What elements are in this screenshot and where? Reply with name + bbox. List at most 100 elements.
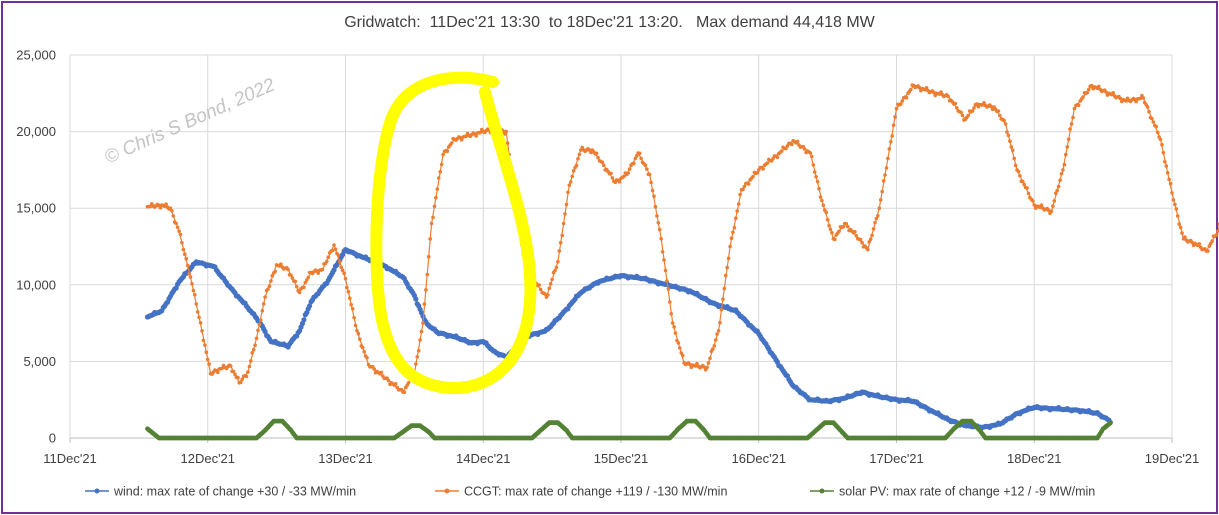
data-point bbox=[187, 272, 191, 276]
data-point bbox=[244, 374, 249, 379]
data-point bbox=[626, 171, 630, 175]
data-point bbox=[1022, 182, 1026, 187]
data-point bbox=[543, 292, 547, 296]
data-point bbox=[259, 318, 263, 323]
data-point bbox=[1010, 148, 1015, 152]
data-point bbox=[352, 315, 356, 320]
data-point bbox=[320, 267, 325, 272]
data-point bbox=[1197, 242, 1202, 246]
x-tick-label: 19Dec'21 bbox=[1145, 451, 1200, 466]
data-point bbox=[775, 155, 780, 160]
data-point bbox=[695, 361, 699, 366]
data-point bbox=[1081, 95, 1085, 99]
data-point bbox=[251, 347, 256, 352]
data-point bbox=[425, 272, 430, 277]
data-point bbox=[1008, 139, 1012, 143]
data-point bbox=[1155, 130, 1160, 135]
data-point bbox=[257, 322, 262, 327]
data-point bbox=[353, 323, 358, 328]
data-point bbox=[713, 338, 718, 342]
data-point bbox=[435, 187, 440, 191]
x-tick-label: 14Dec'21 bbox=[456, 451, 511, 466]
data-point bbox=[418, 338, 422, 342]
y-tick-label: 5,000 bbox=[23, 354, 56, 369]
data-point bbox=[439, 162, 444, 167]
data-point bbox=[345, 285, 349, 290]
data-point bbox=[441, 152, 445, 157]
data-point bbox=[331, 267, 337, 273]
data-point bbox=[560, 233, 564, 238]
data-point bbox=[194, 302, 199, 306]
data-point bbox=[449, 141, 454, 145]
data-point bbox=[1069, 122, 1074, 126]
data-point bbox=[596, 155, 600, 160]
data-point bbox=[505, 141, 510, 145]
data-point bbox=[716, 329, 721, 333]
data-point bbox=[195, 310, 200, 314]
data-point bbox=[360, 345, 365, 350]
data-point bbox=[1158, 137, 1163, 142]
data-point bbox=[558, 240, 563, 245]
legend-label: CCGT: max rate of change +119 / -130 MW/… bbox=[464, 485, 727, 499]
data-point bbox=[1210, 239, 1214, 243]
data-point bbox=[884, 166, 889, 170]
data-point bbox=[1076, 103, 1081, 108]
data-point bbox=[656, 221, 661, 225]
data-point bbox=[561, 221, 566, 226]
data-point bbox=[909, 87, 913, 92]
data-point bbox=[874, 216, 879, 221]
data-point bbox=[416, 349, 421, 353]
data-point bbox=[736, 202, 741, 206]
data-point bbox=[355, 329, 359, 333]
data-point bbox=[239, 380, 243, 385]
data-point bbox=[233, 372, 237, 377]
data-point bbox=[1005, 130, 1009, 134]
data-point bbox=[247, 364, 252, 369]
data-point bbox=[424, 288, 428, 292]
data-point bbox=[546, 293, 550, 297]
data-point bbox=[666, 287, 671, 291]
data-point bbox=[955, 106, 959, 110]
data-point bbox=[1154, 124, 1158, 129]
data-point bbox=[924, 86, 929, 90]
data-point bbox=[279, 262, 283, 267]
data-point bbox=[293, 279, 298, 284]
data-point bbox=[1170, 191, 1174, 195]
data-point bbox=[1068, 127, 1072, 131]
data-point bbox=[437, 176, 441, 180]
data-point bbox=[1160, 142, 1164, 147]
data-point bbox=[602, 163, 606, 168]
data-point bbox=[632, 161, 636, 166]
data-point bbox=[959, 110, 963, 115]
data-point bbox=[1006, 133, 1011, 138]
data-point bbox=[538, 287, 543, 292]
data-point bbox=[200, 329, 204, 333]
data-point bbox=[207, 362, 211, 366]
data-point bbox=[761, 167, 765, 171]
data-point bbox=[339, 265, 344, 270]
series-lines bbox=[144, 83, 1219, 441]
data-point bbox=[204, 350, 209, 355]
y-tick-label: 25,000 bbox=[16, 48, 56, 63]
data-point bbox=[854, 234, 859, 238]
x-tick-label: 17Dec'21 bbox=[869, 451, 924, 466]
data-point bbox=[659, 237, 663, 241]
data-point bbox=[1183, 235, 1187, 239]
data-point bbox=[266, 287, 270, 291]
data-point bbox=[1151, 120, 1156, 124]
data-point bbox=[742, 184, 747, 189]
data-point bbox=[810, 154, 814, 159]
data-point bbox=[1025, 186, 1029, 190]
data-point bbox=[220, 366, 224, 371]
data-point bbox=[171, 214, 176, 218]
data-point bbox=[350, 307, 355, 311]
data-point bbox=[431, 215, 435, 220]
data-point bbox=[1097, 84, 1101, 89]
data-point bbox=[566, 190, 570, 195]
data-point bbox=[818, 195, 823, 199]
data-point bbox=[893, 115, 897, 119]
data-point bbox=[346, 289, 351, 294]
data-point bbox=[728, 244, 732, 249]
data-point bbox=[1174, 207, 1179, 211]
data-point bbox=[871, 227, 876, 231]
